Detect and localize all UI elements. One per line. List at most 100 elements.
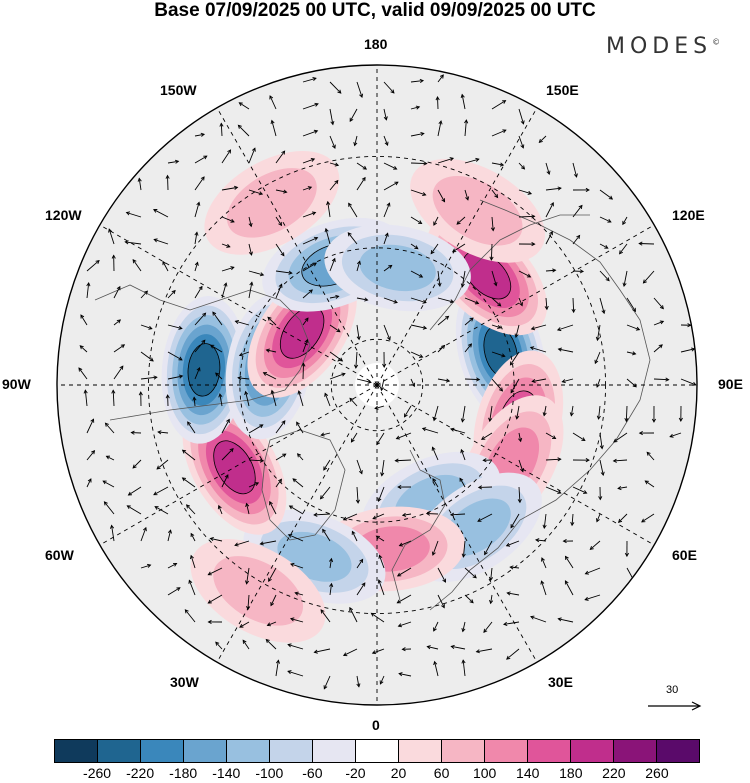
wind-arrow [459,477,466,488]
wind-arrow [542,405,547,417]
wind-arrow [653,320,665,326]
anomaly-contour [359,244,436,292]
wind-arrow [395,432,412,440]
wind-arrow [188,579,196,596]
wind-arrow [320,432,331,437]
wind-arrow [599,189,614,200]
wind-arrow [626,297,636,313]
wind-arrow [347,232,358,245]
wind-arrow [287,534,304,542]
wind-arrow [301,362,306,380]
wind-arrow [221,282,228,299]
wind-arrow [355,486,360,504]
wind-arrow [398,672,412,677]
wind-arrow [491,297,502,307]
wind-arrow [477,513,493,522]
wind-arrow [433,660,439,677]
colorbar-cell [356,740,399,762]
wind-arrow [348,202,358,218]
wind-arrow [270,389,277,407]
wind-arrow [376,432,385,446]
wind-arrow [545,230,553,245]
wind-arrow [125,211,142,218]
wind-arrow [410,378,416,388]
wind-arrow [491,162,505,167]
wind-arrow [248,281,254,299]
wind-arrow [437,567,446,583]
wind-arrow [349,108,358,123]
wind-arrow [612,458,628,463]
wind-arrow [432,405,439,422]
wind-arrow [518,162,526,170]
wind-arrow [410,243,419,250]
colorbar-tick-label: 140 [516,765,540,781]
wind-arrow [509,565,520,570]
wind-arrow [595,324,601,342]
wind-arrow [383,297,398,304]
wind-arrow [491,100,507,110]
wind-arrow [302,317,309,326]
wind-arrow [165,394,170,407]
wind-arrow [518,108,525,125]
wind-arrow [329,135,336,149]
wind-arrow [589,540,601,551]
wind-arrow [530,324,547,331]
wind-arrow [167,374,184,380]
wind-arrow [488,405,493,423]
wind-arrow [329,162,340,167]
wind-arrow [292,478,304,488]
wind-arrow [356,324,361,341]
wind-arrow [518,135,525,149]
wind-arrow [460,405,466,423]
wind-arrow [302,338,309,353]
wind-arrow [380,378,385,392]
lon-label-150e: 150E [546,82,579,98]
wind-arrow [275,216,283,227]
wind-arrow [356,459,363,475]
wind-arrow [594,351,601,365]
colorbar-tick-label: 220 [602,765,626,781]
wind-arrow [505,540,520,547]
anomaly-contour [462,250,512,300]
coastline-eurasia [429,199,651,611]
wind-arrow [464,189,470,201]
wind-arrow [572,162,578,178]
wind-arrow [189,554,196,569]
wind-arrow [275,243,285,257]
wind-arrow [542,513,547,530]
wind-arrow [221,266,235,272]
wind-arrow [86,478,92,488]
colorbar-cell [313,740,356,762]
wind-arrow [396,567,412,577]
wind-arrow [209,344,223,353]
wind-arrow [437,378,451,383]
wind-arrow [491,129,507,137]
wind-arrow [353,351,359,369]
wind-arrow [127,486,142,496]
wind-arrow [328,557,334,569]
wind-arrow [506,648,520,660]
colorbar-tick-label: -60 [302,765,323,781]
wind-arrow [456,216,466,225]
wind-arrow [140,351,154,362]
wind-arrow [475,648,493,654]
wind-arrow [518,297,523,307]
wind-arrow [221,474,229,488]
wind-arrow [556,324,574,332]
wind-arrow [290,562,304,569]
wind-arrow [329,81,342,94]
wind-arrow [483,621,493,633]
coastline-greenland [261,429,346,541]
wind-arrow [626,324,641,331]
colorbar-cell [442,740,485,762]
wind-arrow [221,185,239,191]
wind-arrow [248,147,256,164]
wind-arrow [410,78,425,83]
wind-arrow [572,458,590,463]
wind-arrow [329,294,340,299]
wind-arrow [329,257,336,272]
wind-arrow [545,268,557,273]
wind-arrow [244,390,250,407]
wind-arrow [377,486,385,503]
wind-arrow [374,405,385,410]
